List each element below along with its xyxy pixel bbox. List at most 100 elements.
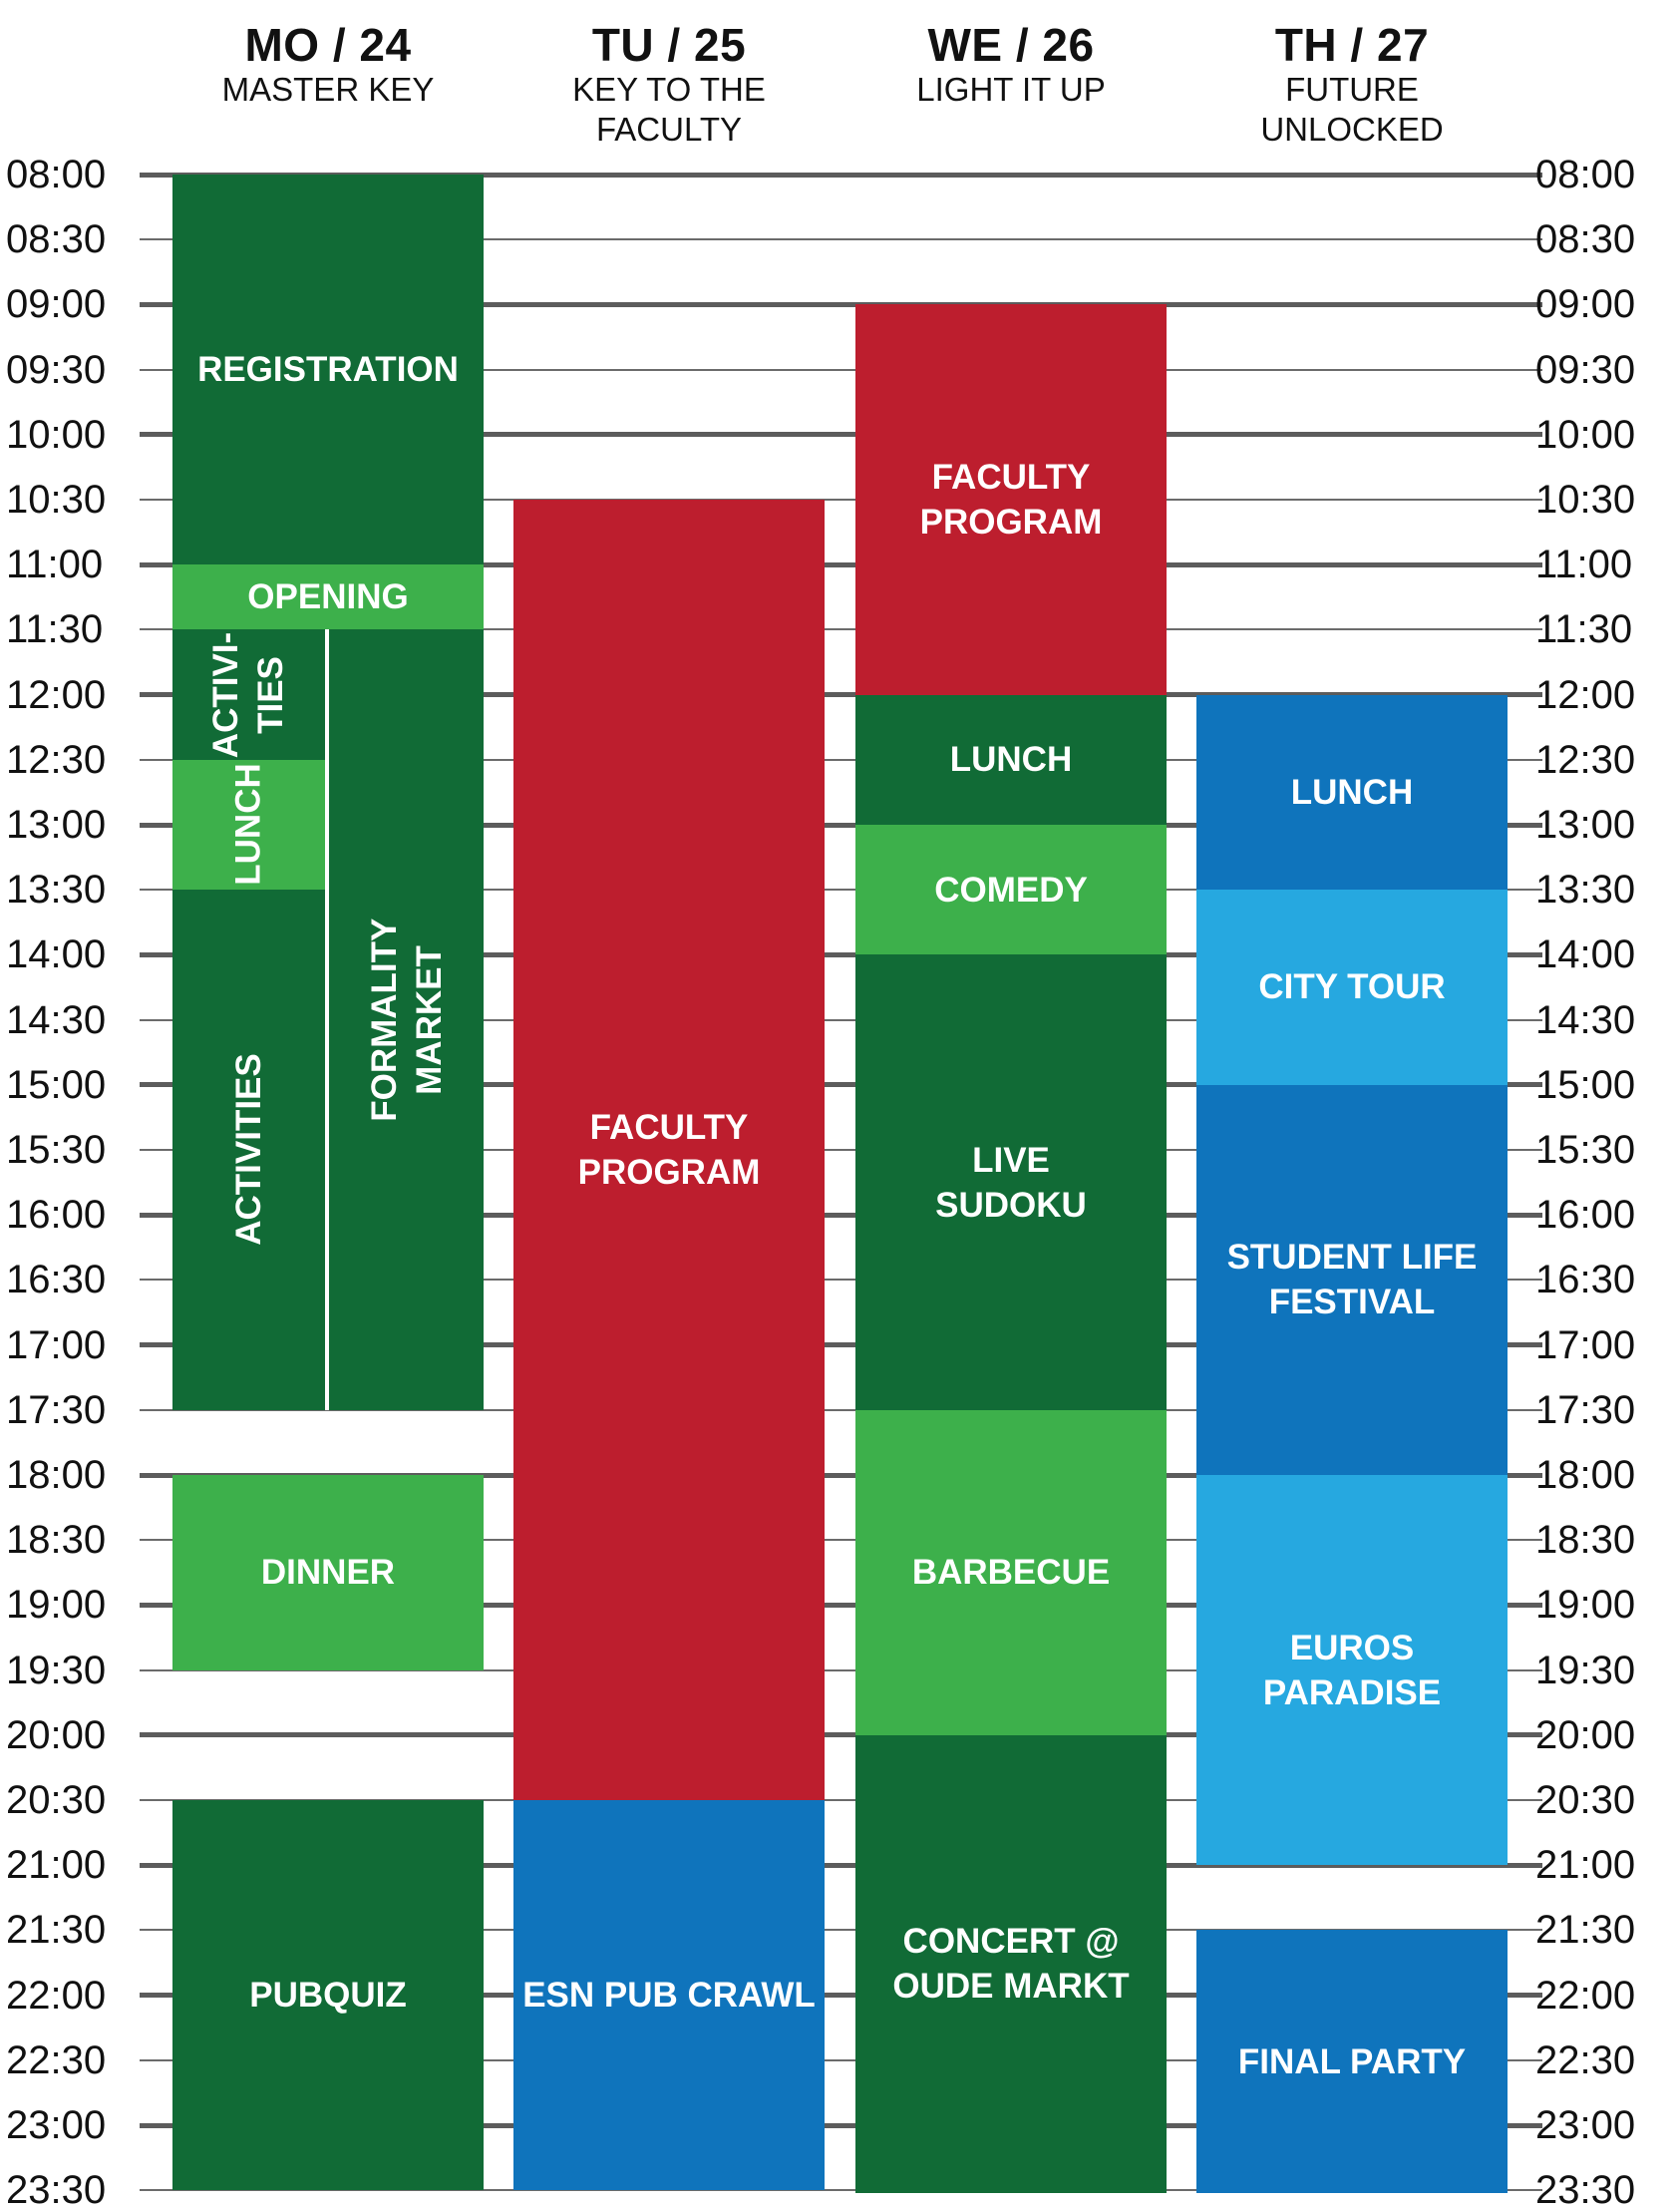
time-label-left: 16:30: [6, 1258, 107, 1302]
time-label-right: 20:30: [1535, 1778, 1636, 1822]
time-label-left: 13:30: [6, 868, 107, 913]
time-label-left: 14:00: [6, 932, 107, 977]
event-block: PUBQUIZ: [172, 1800, 484, 2191]
grid-line: [140, 1212, 1542, 1218]
grid-line: [140, 692, 1542, 698]
time-label-left: 20:30: [6, 1778, 107, 1822]
time-label-right: 09:30: [1535, 347, 1636, 392]
time-label-right: 11:00: [1535, 543, 1633, 587]
time-label-right: 17:00: [1535, 1322, 1636, 1367]
time-label-right: 22:00: [1535, 1973, 1636, 2018]
event-label: FORMALITY MARKET: [364, 918, 449, 1122]
time-label-right: 09:00: [1535, 282, 1636, 327]
time-label-left: 10:30: [6, 478, 107, 522]
time-label-right: 08:30: [1535, 217, 1636, 262]
event-label: LIVE SUDOKU: [935, 1140, 1087, 1225]
event-block: EUROS PARADISE: [1196, 1475, 1508, 1866]
time-label-left: 13:00: [6, 803, 107, 847]
event-block: LUNCH: [172, 759, 325, 891]
time-label-right: 12:30: [1535, 737, 1636, 782]
grid-line: [140, 1993, 1542, 1999]
event-block: BARBECUE: [855, 1409, 1167, 1735]
time-label-right: 19:30: [1535, 1648, 1636, 1692]
grid-line: [140, 499, 1542, 501]
day-name: WE / 26: [927, 19, 1095, 71]
grid-line: [140, 368, 1542, 371]
time-label-right: 16:30: [1535, 1258, 1636, 1302]
grid-line: [140, 301, 1542, 307]
event-label: ESN PUB CRAWL: [522, 1976, 816, 2016]
event-block: LIVE SUDOKU: [855, 954, 1167, 1410]
time-label-right: 11:30: [1535, 607, 1633, 652]
grid-line: [140, 1082, 1542, 1088]
time-label-left: 17:00: [6, 1322, 107, 1367]
event-block: ACTIVITIES: [172, 890, 325, 1410]
event-block: STUDENT LIFE FESTIVAL: [1196, 1084, 1508, 1475]
time-label-right: 18:30: [1535, 1518, 1636, 1563]
time-label-right: 20:00: [1535, 1712, 1636, 1757]
time-label-left: 19:00: [6, 1583, 107, 1628]
event-label: CONCERT @ OUDE MARKT: [892, 1922, 1130, 2007]
time-label-right: 16:00: [1535, 1193, 1636, 1238]
day-theme: MASTER KEY: [221, 71, 435, 108]
grid-line: [140, 758, 1542, 761]
event-label: LUNCH: [228, 763, 268, 887]
day-header: TH / 27 FUTURE UNLOCKED: [1192, 20, 1511, 150]
event-block: FACULTY PROGRAM: [855, 304, 1167, 695]
time-label-left: 21:30: [6, 1908, 107, 1953]
time-label-left: 08:00: [6, 153, 107, 196]
grid-line: [140, 2058, 1542, 2061]
event-label: PUBQUIZ: [249, 1976, 407, 2016]
time-label-right: 18:00: [1535, 1453, 1636, 1497]
time-label-right: 23:00: [1535, 2103, 1636, 2147]
event-label: ACTIVI- TIES: [206, 631, 291, 758]
grid-line: [140, 1018, 1542, 1021]
grid-line: [140, 238, 1542, 241]
grid-line: [140, 1472, 1542, 1478]
grid-line: [140, 1929, 1542, 1932]
event-block: ESN PUB CRAWL: [513, 1800, 825, 2191]
event-label: CITY TOUR: [1258, 967, 1446, 1007]
day-theme: KEY TO THE FACULTY: [572, 71, 766, 148]
event-label: ACTIVITIES: [229, 1053, 268, 1247]
time-label-left: 12:30: [6, 737, 107, 782]
event-label: EUROS PARADISE: [1262, 1628, 1442, 1712]
grid-line: [140, 951, 1542, 957]
time-label-right: 10:30: [1535, 478, 1636, 522]
time-label-right: 15:00: [1535, 1062, 1636, 1107]
time-label-right: 10:00: [1535, 412, 1636, 457]
time-label-right: 23:30: [1535, 2168, 1636, 2212]
time-label-left: 10:00: [6, 412, 107, 457]
time-label-right: 22:30: [1535, 2037, 1636, 2082]
time-label-left: 11:30: [6, 607, 104, 652]
grid-line: [140, 1799, 1542, 1801]
time-label-right: 13:00: [1535, 803, 1636, 847]
day-header: MO / 24 MASTER KEY: [168, 20, 488, 110]
time-label-right: 13:30: [1535, 868, 1636, 913]
event-label: FINAL PARTY: [1237, 2041, 1467, 2081]
event-block: REGISTRATION: [172, 175, 484, 565]
grid-line: [140, 1408, 1542, 1411]
time-label-left: 23:00: [6, 2103, 107, 2147]
time-label-right: 08:00: [1535, 153, 1636, 196]
time-label-left: 22:30: [6, 2037, 107, 2082]
event-label: COMEDY: [934, 870, 1088, 910]
event-block: CITY TOUR: [1196, 890, 1508, 1085]
day-name: TH / 27: [1274, 19, 1430, 71]
event-label: OPENING: [247, 577, 409, 617]
time-label-left: 15:30: [6, 1128, 107, 1172]
grid-line: [140, 889, 1542, 892]
time-label-left: 09:00: [6, 282, 107, 327]
event-block: COMEDY: [855, 825, 1167, 955]
grid-line: [140, 1149, 1542, 1151]
lane-divider: [325, 629, 329, 1410]
grid-line: [140, 2122, 1542, 2128]
event-label: BARBECUE: [911, 1553, 1111, 1593]
grid-line: [140, 1668, 1542, 1671]
time-label-left: 12:00: [6, 672, 107, 717]
event-block: LUNCH: [1196, 694, 1508, 891]
event-block: CONCERT @ OUDE MARKT: [855, 1734, 1167, 2193]
event-label: LUNCH: [1290, 772, 1414, 812]
time-label-left: 14:30: [6, 997, 107, 1042]
time-label-left: 22:00: [6, 1973, 107, 2018]
